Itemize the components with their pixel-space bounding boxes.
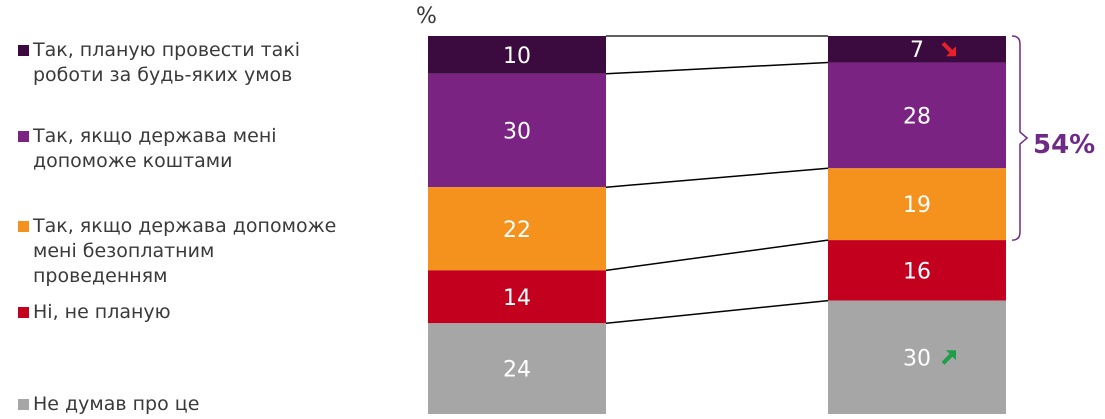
legend-label: Не думав про це <box>33 393 200 415</box>
data-label: 24 <box>503 358 531 383</box>
legend: Так, планую провести такі роботи за будь… <box>18 0 388 419</box>
bar-segment <box>428 270 606 324</box>
legend-item: Так, якщо держава мені допоможе коштами <box>18 124 277 174</box>
unit-label: % <box>416 4 437 29</box>
data-label: 22 <box>503 218 531 243</box>
bracket-total-label: 54% <box>1033 130 1096 160</box>
connector-line <box>605 299 829 325</box>
legend-item: Так, планую провести такі роботи за будь… <box>18 38 300 88</box>
legend-label: Так, якщо держава допоможе мені безоплат… <box>33 215 337 287</box>
legend-label: Так, якщо держава мені допоможе коштами <box>33 125 277 172</box>
bar-segment <box>428 187 606 271</box>
legend-swatch <box>18 221 29 232</box>
bar-segment <box>828 36 1006 63</box>
bar-segment <box>428 323 606 414</box>
connector-line <box>605 167 829 188</box>
bar-segment <box>828 300 1006 414</box>
legend-swatch <box>18 307 29 318</box>
legend-swatch <box>18 131 29 142</box>
legend-item: Так, якщо держава допоможе мені безоплат… <box>18 214 336 289</box>
data-label: 7 <box>910 38 924 63</box>
bracket <box>1011 35 1029 241</box>
data-label: 19 <box>903 193 931 218</box>
arrow-up-right-icon <box>941 350 956 365</box>
connector-line <box>605 61 829 75</box>
bar-segment <box>428 36 606 74</box>
data-label: 14 <box>503 286 531 311</box>
data-label: 16 <box>903 259 931 284</box>
arrow-down-right-icon <box>941 41 956 57</box>
bar-segment <box>828 168 1006 241</box>
data-label: 10 <box>503 44 531 69</box>
data-label: 28 <box>903 104 931 129</box>
data-label: 30 <box>503 120 531 145</box>
bar-segment <box>428 73 606 188</box>
connector-line <box>605 239 829 272</box>
legend-item: Не думав про це <box>18 392 199 417</box>
legend-swatch <box>18 45 29 56</box>
bar-segment <box>828 240 1006 301</box>
legend-item: Ні, не планую <box>18 300 171 325</box>
legend-label: Ні, не планую <box>33 301 171 323</box>
legend-label: Так, планую провести такі роботи за будь… <box>33 39 301 86</box>
legend-swatch <box>18 399 29 410</box>
data-label: 30 <box>903 346 931 371</box>
bar-segment <box>828 62 1006 169</box>
